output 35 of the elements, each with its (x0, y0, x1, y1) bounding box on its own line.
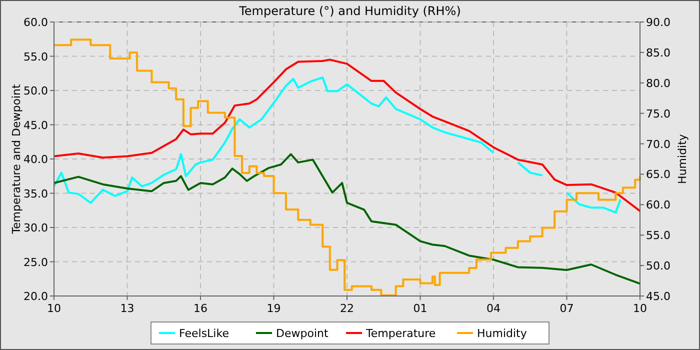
x-tick-label: 10 (47, 302, 61, 315)
y2-tick-label: 55.0 (646, 229, 670, 242)
y2-tick-label: 85.0 (646, 46, 670, 60)
y2-tick-label: 70.0 (646, 138, 670, 151)
y-tick-label: 50.0 (24, 84, 48, 98)
y2-tick-label: 80.0 (646, 76, 670, 90)
x-tick-label: 07 (560, 302, 574, 315)
y2-tick-label: 60.0 (646, 198, 670, 212)
y-tick-label: 25.0 (24, 256, 48, 269)
y-tick-label: 40.0 (24, 153, 48, 166)
y-tick-label: 45.0 (24, 118, 48, 132)
chart-title: Temperature (°) and Humidity (RH%) (238, 4, 461, 18)
y2-tick-label: 45.0 (646, 290, 670, 303)
x-tick-label: 22 (340, 302, 354, 315)
legend-label: Humidity (477, 327, 528, 340)
x-tick-label: 19 (266, 302, 281, 315)
x-tick-label: 10 (633, 302, 647, 315)
y-tick-label: 20.0 (24, 290, 48, 303)
y2-axis-title: Humidity (676, 134, 689, 184)
y-axis-title: Temperature and Dewpoint (10, 83, 23, 235)
y2-tick-label: 75.0 (646, 107, 670, 120)
y2-tick-label: 90.0 (646, 16, 670, 29)
x-tick-label: 04 (486, 302, 500, 315)
x-tick-label: 16 (194, 302, 208, 315)
y2-tick-label: 65.0 (646, 168, 670, 182)
legend-label: FeelsLike (179, 327, 230, 340)
y-tick-label: 35.0 (24, 187, 48, 200)
x-tick-label: 13 (120, 302, 134, 315)
y2-tick-label: 50.0 (646, 260, 670, 273)
x-tick-label: 01 (413, 302, 428, 315)
y-tick-label: 30.0 (24, 222, 48, 234)
legend-label: Temperature (365, 327, 436, 340)
y-tick-label: 60.0 (24, 16, 48, 29)
y-tick-label: 55.0 (24, 50, 48, 64)
legend-label: Dewpoint (276, 327, 329, 340)
